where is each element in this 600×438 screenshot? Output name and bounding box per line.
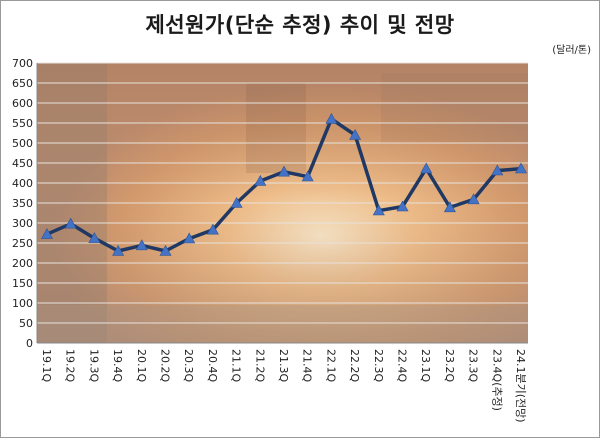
plot-background-photo bbox=[37, 63, 528, 343]
y-tick-label: 600 bbox=[12, 97, 33, 110]
y-tick-label: 450 bbox=[12, 157, 33, 170]
y-tick-label: 700 bbox=[12, 57, 33, 70]
x-tick-label: 24.1분기(전망) bbox=[514, 349, 527, 423]
data-point-marker bbox=[396, 200, 409, 212]
x-tick-label: 20.3Q bbox=[182, 349, 195, 382]
y-tick-label: 50 bbox=[19, 317, 33, 330]
data-point-marker bbox=[88, 232, 101, 243]
x-tick-label: 23.2Q bbox=[443, 349, 456, 382]
data-point-marker bbox=[443, 201, 456, 213]
x-tick-label: 21.3Q bbox=[277, 349, 290, 382]
series-line bbox=[40, 112, 528, 256]
data-point-marker bbox=[230, 196, 243, 208]
y-tick-label: 650 bbox=[12, 77, 33, 90]
x-tick-label: 21.2Q bbox=[253, 349, 266, 382]
data-point-marker bbox=[325, 112, 338, 124]
x-tick-label: 20.2Q bbox=[159, 349, 172, 382]
x-tick-label: 22.4Q bbox=[396, 349, 409, 382]
y-tick-label: 300 bbox=[12, 217, 33, 230]
y-axis-ticks: 0 50 100 150 200 250 300 350 400 450 500 550 600 650 7… bbox=[12, 57, 33, 350]
x-tick-label: 19.1Q bbox=[40, 349, 53, 382]
x-tick-label: 21.4Q bbox=[301, 349, 314, 382]
x-tick-label: 19.4Q bbox=[111, 349, 124, 382]
data-point-marker bbox=[135, 239, 148, 251]
x-tick-label: 21.1Q bbox=[230, 349, 243, 382]
y-tick-label: 350 bbox=[12, 197, 33, 210]
x-tick-label: 23.3Q bbox=[467, 349, 480, 382]
gridlines bbox=[36, 62, 528, 344]
y-tick-label: 250 bbox=[12, 237, 33, 250]
data-point-marker bbox=[514, 162, 528, 174]
data-point-marker bbox=[491, 164, 504, 176]
data-point-marker bbox=[277, 165, 291, 177]
y-tick-label: 200 bbox=[12, 257, 33, 270]
x-tick-label: 22.3Q bbox=[372, 349, 385, 382]
data-point-marker bbox=[112, 244, 125, 256]
data-point-marker bbox=[254, 174, 267, 186]
data-point-marker bbox=[183, 232, 196, 244]
y-tick-label: 100 bbox=[12, 297, 33, 310]
data-point-marker bbox=[40, 228, 54, 239]
y-tick-label: 0 bbox=[26, 337, 33, 350]
data-point-marker bbox=[349, 128, 362, 140]
x-tick-label: 19.2Q bbox=[64, 349, 77, 382]
x-tick-label: 20.4Q bbox=[206, 349, 219, 382]
data-point-marker bbox=[372, 204, 385, 216]
data-point-marker bbox=[301, 170, 314, 182]
x-tick-label: 23.4Q(추정) bbox=[490, 349, 503, 411]
x-axis-ticks: 19.1Q 19.2Q 19.3Q 19.4Q 20.1Q 20.2Q 20.3Q 20.4Q… bbox=[40, 349, 527, 423]
x-tick-label: 23.1Q bbox=[419, 349, 432, 382]
data-point-marker bbox=[159, 244, 172, 256]
x-tick-label: 19.3Q bbox=[87, 349, 100, 382]
data-point-marker bbox=[206, 223, 219, 235]
x-tick-label: 22.1Q bbox=[324, 349, 337, 382]
y-tick-label: 400 bbox=[12, 177, 33, 190]
data-point-marker bbox=[467, 193, 480, 205]
y-tick-label: 550 bbox=[12, 117, 33, 130]
x-tick-label: 22.2Q bbox=[348, 349, 361, 382]
unit-label: (달러/톤) bbox=[552, 45, 591, 56]
y-tick-label: 500 bbox=[12, 137, 33, 150]
data-point-marker bbox=[420, 162, 433, 174]
chart-title: 제선원가(단순 추정) 추이 및 전망 bbox=[145, 13, 455, 37]
y-tick-label: 150 bbox=[12, 277, 33, 290]
data-point-marker bbox=[64, 217, 77, 229]
x-tick-label: 20.1Q bbox=[135, 349, 148, 382]
